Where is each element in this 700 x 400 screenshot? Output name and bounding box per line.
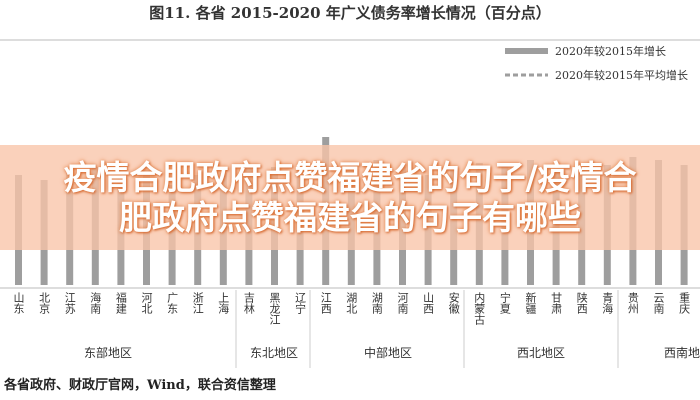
x-tick-label: 辽宁 (294, 292, 307, 314)
x-tick-label: 新疆 (524, 291, 537, 314)
x-tick-label: 河北 (140, 292, 153, 314)
x-tick-label: 内蒙古 (473, 291, 486, 325)
group-label: 东北地区 (250, 346, 298, 360)
x-tick-label: 安徽 (447, 291, 460, 315)
x-tick-label: 湖北 (345, 292, 358, 314)
x-tick-label: 山西 (422, 292, 435, 314)
group-label: 东部地区 (84, 345, 132, 360)
x-tick-label: 甘肃 (550, 292, 563, 315)
x-tick-label: 黑龙江 (268, 292, 281, 325)
x-tick-label: 山东 (12, 292, 25, 314)
x-tick-label: 湖南 (370, 292, 383, 314)
x-tick-label: 海南 (89, 291, 102, 314)
x-tick-label: 浙江 (191, 292, 204, 314)
x-tick-label: 陕西 (575, 291, 588, 314)
legend-swatch (505, 48, 548, 54)
source-note: 各省政府、财政厅官网，Wind，联合资信整理 (4, 378, 276, 393)
x-tick-label: 云南 (652, 292, 665, 314)
chart-title: 图11. 各省 2015-2020 年广义债务率增长情况（百分点） (149, 4, 551, 22)
legend-label: 2020年较2015年增长 (555, 44, 666, 58)
x-tick-label: 宁夏 (498, 291, 511, 314)
x-tick-label: 青海 (601, 292, 614, 315)
group-label: 西北地区 (517, 346, 565, 360)
legend-label: 2020年较2015年平均增长 (555, 68, 688, 82)
x-tick-label: 广东 (166, 292, 179, 314)
group-label: 西南地 (664, 345, 700, 360)
x-tick-label: 北京 (38, 292, 51, 315)
x-tick-label: 吉林 (242, 292, 255, 314)
x-tick-label: 福建 (114, 291, 127, 315)
banner-text: 疫情合肥政府点赞福建省的句子/疫情合肥政府点赞福建省的句子有哪些 (63, 157, 637, 237)
group-label: 中部地区 (364, 345, 412, 360)
x-tick-label: 江苏 (63, 292, 76, 315)
x-tick-label: 贵州 (626, 292, 639, 314)
x-tick-label: 上海 (217, 292, 230, 315)
x-tick-label: 河南 (396, 292, 409, 314)
x-tick-label: 江西 (319, 292, 332, 314)
x-tick-label: 重庆 (678, 291, 691, 315)
overlay-banner: 疫情合肥政府点赞福建省的句子/疫情合肥政府点赞福建省的句子有哪些 (0, 145, 700, 250)
